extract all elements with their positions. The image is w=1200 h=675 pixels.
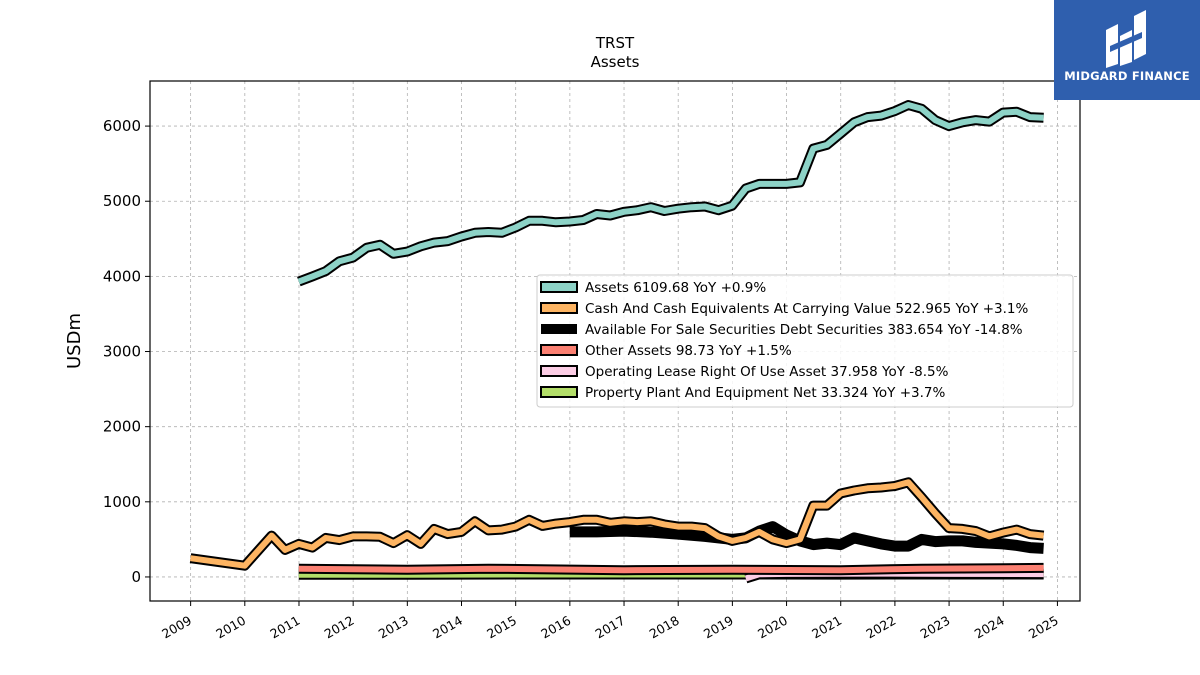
assets-line xyxy=(297,102,1044,285)
chart-subtitle: Assets xyxy=(591,53,640,71)
chart-title: TRST xyxy=(595,34,635,52)
x-tick-label: 2010 xyxy=(213,613,248,642)
x-tick-label: 2018 xyxy=(647,613,682,642)
y-tick-label: 2000 xyxy=(103,418,141,436)
x-tick-label: 2022 xyxy=(863,613,898,642)
cash-and-cash-equivalents-at-carrying-value-line xyxy=(190,479,1044,569)
available-for-sale-securities-debt-securities-legend-label: Available For Sale Securities Debt Secur… xyxy=(585,322,1023,338)
x-tick-label: 2020 xyxy=(755,613,790,642)
property-plant-and-equipment-net-legend-label: Property Plant And Equipment Net 33.324 … xyxy=(585,385,945,401)
property-plant-and-equipment-net-legend-swatch xyxy=(540,386,578,398)
y-tick-label: 1000 xyxy=(103,493,141,511)
y-tick-label: 5000 xyxy=(103,192,141,210)
x-tick-label: 2011 xyxy=(267,613,302,642)
x-tick-label: 2015 xyxy=(484,613,519,642)
x-tick-label: 2021 xyxy=(809,613,844,642)
operating-lease-right-of-use-asset-legend-label: Operating Lease Right Of Use Asset 37.95… xyxy=(585,364,949,380)
x-tick-label: 2017 xyxy=(592,613,627,642)
logo-mark-icon xyxy=(1106,10,1146,68)
x-tick-label: 2016 xyxy=(538,613,573,642)
assets-outline xyxy=(297,100,1044,287)
operating-lease-right-of-use-asset-legend-swatch xyxy=(540,365,578,377)
y-axis-label: USDm xyxy=(64,313,85,369)
brand-logo: MIDGARD FINANCE xyxy=(1054,0,1200,100)
available-for-sale-securities-debt-securities-legend-swatch xyxy=(541,324,577,334)
x-tick-label: 2019 xyxy=(701,613,736,642)
y-tick-label: 6000 xyxy=(103,117,141,135)
cash-and-cash-equivalents-at-carrying-value-legend-swatch xyxy=(540,302,578,314)
legend-box xyxy=(536,274,1074,408)
series-layer xyxy=(189,100,1045,584)
assets-legend-label: Assets 6109.68 YoY +0.9% xyxy=(585,280,766,296)
other-assets-legend-swatch xyxy=(540,344,578,356)
x-tick-label: 2014 xyxy=(430,613,465,642)
x-tick-label: 2023 xyxy=(918,613,953,642)
brand-name: MIDGARD FINANCE xyxy=(1064,69,1190,83)
plot-frame xyxy=(149,80,1081,602)
available-for-sale-securities-debt-securities-line xyxy=(569,521,1044,554)
x-tick-label: 2009 xyxy=(159,613,194,642)
legend: Assets 6109.68 YoY +0.9% Cash And Cash Eq… xyxy=(536,274,1074,408)
x-tick-label: 2012 xyxy=(322,613,357,642)
x-tick-label: 2024 xyxy=(972,613,1007,642)
other-assets-legend-label: Other Assets 98.73 YoY +1.5% xyxy=(585,343,792,359)
assets-legend-swatch xyxy=(540,281,578,293)
cash-and-cash-equivalents-at-carrying-value-legend-label: Cash And Cash Equivalents At Carrying Va… xyxy=(585,301,1029,317)
other-assets-line xyxy=(298,564,1044,574)
x-tick-label: 2013 xyxy=(376,613,411,642)
y-tick-label: 4000 xyxy=(103,267,141,285)
x-tick-label: 2025 xyxy=(1026,613,1061,642)
y-tick-label: 0 xyxy=(131,568,141,586)
y-tick-label: 3000 xyxy=(103,343,141,361)
